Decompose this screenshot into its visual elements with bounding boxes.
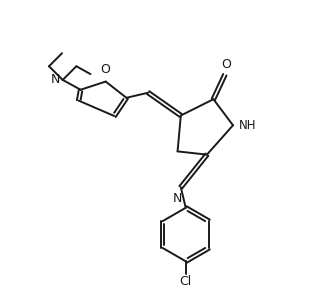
Text: O: O bbox=[101, 63, 111, 76]
Text: N: N bbox=[51, 73, 60, 86]
Text: O: O bbox=[221, 58, 231, 71]
Text: N: N bbox=[173, 192, 182, 205]
Text: NH: NH bbox=[239, 119, 256, 132]
Text: Cl: Cl bbox=[179, 275, 192, 288]
